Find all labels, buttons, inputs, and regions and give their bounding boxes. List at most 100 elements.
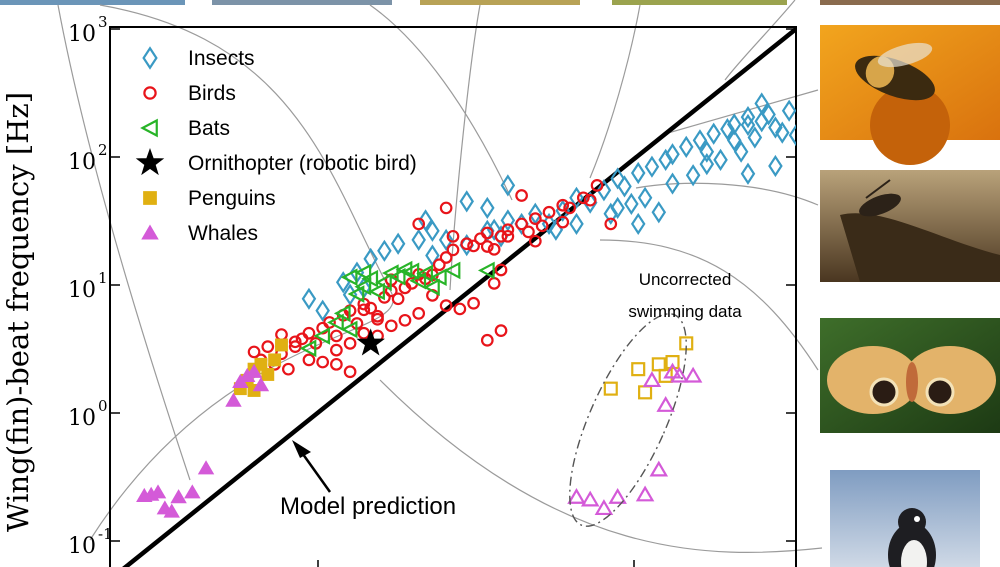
data-point: [535, 219, 549, 233]
data-point: [438, 228, 454, 252]
data-point: [515, 217, 528, 231]
data-point: [340, 320, 358, 339]
legend-marker: [143, 191, 157, 205]
data-point: [624, 192, 639, 216]
data-point: [494, 324, 508, 337]
uncorrected-whales-series: [567, 362, 703, 516]
data-point: [333, 304, 351, 323]
data-point: [685, 164, 701, 187]
photo-panel: [820, 25, 1000, 567]
legend-label: Birds: [188, 82, 236, 105]
data-point: [439, 299, 453, 312]
data-point: [649, 460, 669, 477]
data-point: [542, 205, 556, 219]
data-point: [635, 485, 655, 502]
data-point: [630, 212, 646, 236]
data-point: [642, 371, 662, 388]
data-point: [501, 223, 515, 237]
data-point: [603, 381, 618, 396]
data-point: [316, 355, 330, 369]
bats-series: [299, 260, 495, 358]
data-point: [412, 307, 426, 320]
data-point: [313, 327, 331, 345]
data-point: [569, 212, 584, 236]
data-point: [357, 303, 371, 317]
legend-label: Bats: [188, 117, 230, 140]
y-tick-exponent: 2: [98, 141, 108, 159]
honeybee-photo: [820, 25, 1000, 165]
data-point: [665, 143, 680, 166]
data-point: [651, 201, 667, 224]
data-point: [315, 299, 330, 322]
data-point: [528, 234, 542, 248]
data-point: [477, 261, 495, 280]
data-point: [459, 190, 474, 213]
data-point: [480, 196, 495, 220]
connector-bat-top: [449, 4, 481, 291]
data-point: [480, 219, 495, 242]
data-point: [467, 296, 480, 310]
data-point: [692, 129, 708, 152]
top-photo-strips: [0, 0, 1000, 5]
data-point: [720, 118, 735, 141]
data-point: [775, 121, 790, 144]
y-tick-exponent: 0: [98, 397, 108, 415]
data-point: [439, 201, 453, 215]
data-point: [163, 503, 180, 518]
data-point: [384, 319, 398, 333]
data-point: [282, 362, 295, 376]
data-point: [377, 239, 392, 262]
data-point: [388, 267, 406, 286]
y-tick-exponent: -1: [98, 525, 113, 543]
data-point: [439, 251, 453, 264]
connector-top-right: [724, 0, 796, 81]
top-photo-strip: [420, 0, 580, 5]
data-point: [411, 228, 426, 252]
y-tick-exponent: 1: [98, 269, 108, 287]
data-point: [252, 377, 270, 392]
data-point: [398, 313, 412, 327]
data-point: [706, 122, 721, 145]
moth-eyespot-right: [925, 377, 955, 407]
data-point: [480, 226, 494, 240]
data-point: [583, 193, 597, 207]
top-photo-strip: [612, 0, 787, 5]
data-point: [371, 309, 384, 323]
data-point: [409, 271, 427, 290]
beetle-body: [859, 193, 901, 217]
whales-series: [136, 363, 270, 518]
legend-marker: [140, 118, 158, 138]
data-point: [288, 335, 302, 349]
data-point: [149, 484, 167, 499]
data-point: [357, 326, 371, 340]
data-point: [245, 363, 263, 378]
data-point: [754, 92, 769, 115]
data-point: [446, 243, 460, 257]
data-point: [425, 219, 440, 242]
data-point: [617, 175, 632, 198]
data-point: [340, 268, 358, 287]
legend-label: Whales: [188, 222, 258, 245]
data-point: [699, 152, 715, 176]
moth-body: [906, 362, 918, 402]
data-point: [197, 460, 215, 475]
data-point: [275, 338, 288, 352]
data-point: [596, 179, 612, 202]
model-prediction-label: Model prediction: [280, 493, 456, 520]
data-point: [726, 113, 742, 136]
data-point: [480, 333, 494, 347]
data-point: [740, 105, 756, 129]
data-point: [268, 353, 282, 367]
connector-insect-top: [589, 4, 641, 179]
data-point: [343, 337, 357, 350]
data-point: [261, 340, 275, 353]
data-point: [368, 282, 385, 301]
data-point: [631, 362, 646, 377]
legend-marker: [141, 224, 159, 240]
data-point: [582, 191, 598, 214]
data-point: [170, 489, 187, 504]
moth-photo: [820, 318, 1000, 433]
data-point: [288, 340, 302, 353]
data-point: [330, 343, 343, 357]
